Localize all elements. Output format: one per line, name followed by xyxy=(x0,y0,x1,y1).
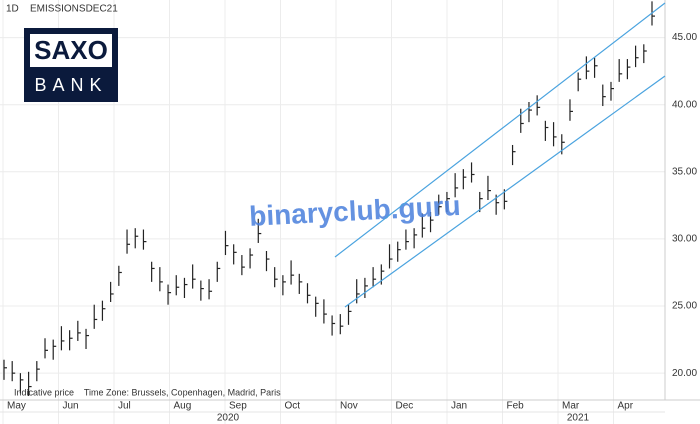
logo-bottom: BANK xyxy=(34,75,107,95)
logo-top-box xyxy=(30,34,112,67)
x-tick-label: Oct xyxy=(285,401,301,412)
x-tick-label: Sep xyxy=(229,401,247,412)
y-tick-label: 45.00 xyxy=(672,32,697,43)
x-tick-label: Nov xyxy=(340,401,358,412)
interval: 1D xyxy=(6,4,19,15)
channel-upper xyxy=(334,2,666,258)
logo: SAXO BANK xyxy=(24,28,118,102)
footnote: Indicative price Time Zone: Brussels, Co… xyxy=(14,387,281,397)
x-tick-label: Aug xyxy=(174,401,192,412)
y-tick-label: 25.00 xyxy=(672,301,697,312)
y-tick-label: 30.00 xyxy=(672,234,697,245)
bars xyxy=(3,1,655,396)
year-label: 2020 xyxy=(217,413,240,424)
symbol: EMISSIONSDEC21 xyxy=(30,4,118,15)
x-tick-label: Jun xyxy=(63,401,79,412)
x-tick-label: Dec xyxy=(396,401,414,412)
x-tick-label: Jul xyxy=(118,401,131,412)
y-tick-label: 35.00 xyxy=(672,166,697,177)
y-tick-label: 20.00 xyxy=(672,368,697,379)
x-tick-label: Feb xyxy=(507,401,525,412)
x-tick-label: Jan xyxy=(451,401,467,412)
x-tick-label: Apr xyxy=(618,401,634,412)
logo-top: SAXO xyxy=(34,35,108,65)
x-tick-label: Mar xyxy=(562,401,580,412)
x-tick-label: May xyxy=(7,401,26,412)
year-label: 2021 xyxy=(567,413,590,424)
y-tick-label: 40.00 xyxy=(672,99,697,110)
channel-lower xyxy=(344,75,666,308)
